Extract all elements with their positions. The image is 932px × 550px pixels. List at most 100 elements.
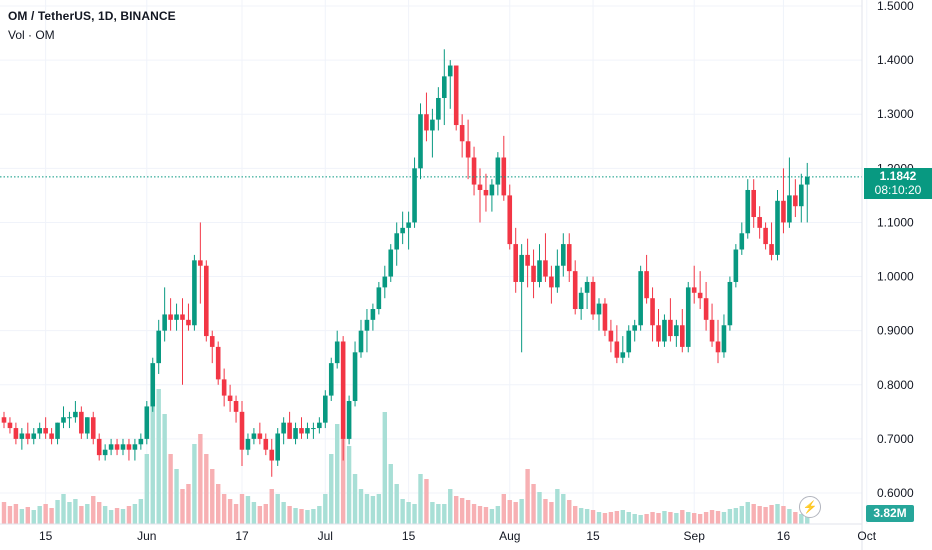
candle-down <box>168 314 173 320</box>
candle-down <box>697 292 703 299</box>
candle-up <box>519 254 524 282</box>
candle-up <box>495 157 501 185</box>
lightning-bolt-icon[interactable]: ⚡ <box>799 496 821 518</box>
price-tick-label: 0.7000 <box>877 432 914 446</box>
candle-down <box>25 433 31 439</box>
candle-up <box>102 449 108 456</box>
candle-up <box>120 444 126 450</box>
candle-up <box>727 281 733 326</box>
time-axis[interactable]: 15 Jun 17 Jul 15 Aug 15 Sep 16 Oct <box>39 529 877 543</box>
candle-down <box>96 438 102 456</box>
volume-bar <box>686 512 691 524</box>
volume-bar <box>370 496 376 524</box>
symbol-title[interactable]: OM / TetherUS, 1D, BINANCE <box>8 9 176 23</box>
volume-badge: 3.82M <box>866 505 914 522</box>
candle-down <box>471 157 477 185</box>
candle-down <box>614 341 620 358</box>
last-price-value: 1.1842 <box>879 168 917 183</box>
candle-down <box>483 189 489 196</box>
volume-bar <box>799 514 804 524</box>
volume-bar <box>626 512 631 524</box>
volume-bar <box>287 506 292 524</box>
volume-bar <box>424 479 429 524</box>
volume-bar <box>25 507 30 524</box>
candle-up <box>412 168 417 223</box>
candle-down <box>501 157 507 196</box>
candle-up <box>162 314 167 331</box>
candle-up <box>418 114 423 169</box>
volume-bar <box>692 513 697 524</box>
candle-up <box>19 433 25 439</box>
volume-bar <box>674 513 679 524</box>
candle-down <box>204 265 209 337</box>
candle-up <box>311 428 316 430</box>
price-tick-label: 0.8000 <box>877 378 914 392</box>
candle-down <box>566 244 572 272</box>
volume-bar <box>781 506 786 524</box>
volume-bar <box>418 474 423 524</box>
volume-bar <box>721 512 727 524</box>
volume-bar <box>715 511 721 524</box>
candle-down <box>608 330 614 342</box>
volume-bar <box>335 424 340 524</box>
time-tick-label: 17 <box>235 529 249 543</box>
volume-bar <box>555 489 560 524</box>
candle-down <box>186 319 191 326</box>
candle-up <box>293 428 298 439</box>
candle-down <box>79 411 84 434</box>
candle-up <box>245 438 251 450</box>
volume-bar <box>567 500 572 524</box>
volume-bar <box>573 506 578 524</box>
time-tick-label: Aug <box>499 529 520 543</box>
candle-down <box>13 428 19 439</box>
candle-down <box>257 433 263 439</box>
volume-bar <box>680 510 685 524</box>
candle-up <box>334 341 340 364</box>
candle-down <box>572 271 578 310</box>
volume-bar <box>382 412 387 524</box>
candle-down <box>602 303 608 331</box>
volume-bar <box>132 504 138 524</box>
volume-bar <box>614 511 620 524</box>
volume-indicator-label[interactable]: Vol · OM <box>8 28 55 42</box>
volume-bar <box>400 499 405 524</box>
volume-bar <box>358 489 364 524</box>
candle-down <box>227 395 233 402</box>
candle-down <box>769 244 774 255</box>
candle-down <box>644 271 649 299</box>
volume-bar <box>596 512 602 524</box>
volume-bar <box>727 509 733 524</box>
candle-up <box>584 281 590 293</box>
time-tick-label: Jun <box>137 529 156 543</box>
candle-up <box>733 249 739 282</box>
candle-down <box>453 65 459 126</box>
candle-up <box>317 422 322 429</box>
candle-down <box>287 422 292 439</box>
volume-bar <box>549 502 554 524</box>
volume-bar <box>442 504 447 524</box>
volume-bar <box>644 514 649 524</box>
candle-up <box>281 422 286 434</box>
candle-down <box>590 281 596 315</box>
candle-up <box>108 444 114 450</box>
candle-down <box>180 314 185 320</box>
volume-bar <box>346 446 352 524</box>
volume-bar <box>709 510 715 524</box>
candle-up <box>537 260 542 282</box>
candle-down <box>7 422 13 429</box>
volume-bar <box>43 504 48 524</box>
volume-bar <box>31 510 36 524</box>
volume-bar <box>227 499 233 524</box>
candle-up <box>144 406 150 439</box>
candle-down <box>114 444 120 450</box>
candle-down <box>215 346 221 380</box>
candle-down <box>543 260 548 277</box>
volume-bar <box>477 506 483 524</box>
candle-up <box>394 233 399 250</box>
candle-down <box>1 417 7 423</box>
candle-down <box>424 114 429 131</box>
volume-bar <box>19 509 25 524</box>
volume-bar <box>102 506 108 524</box>
volume-bar <box>448 489 453 524</box>
